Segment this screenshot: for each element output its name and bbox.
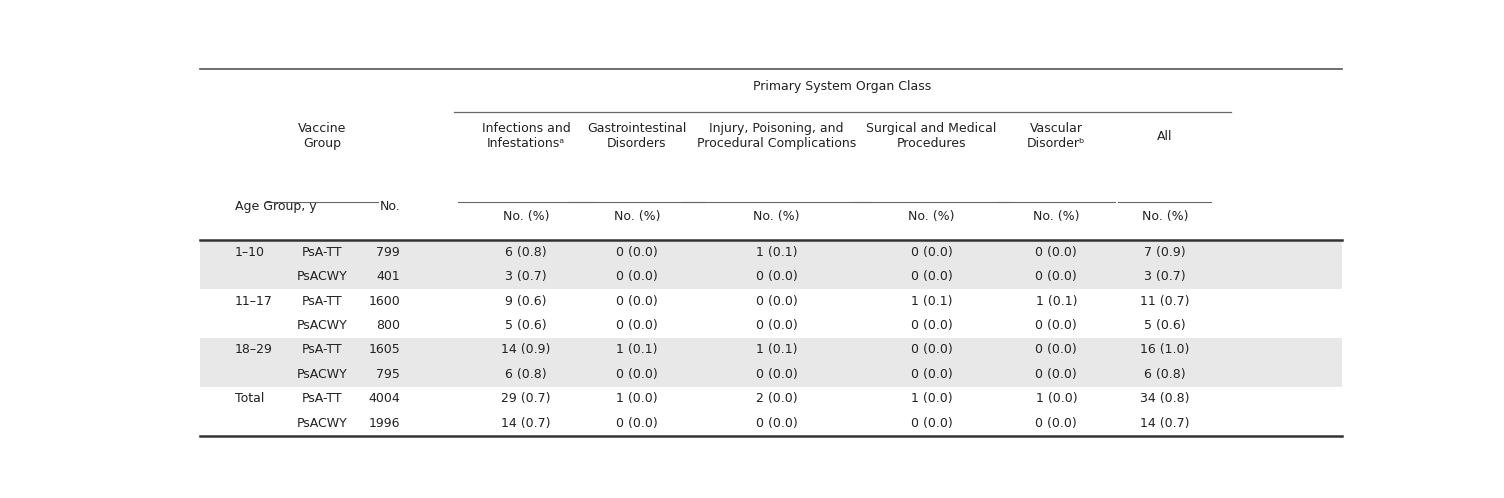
Bar xyxy=(200,240,1342,264)
Text: PsA-TT: PsA-TT xyxy=(302,392,343,405)
Text: 0 (0.0): 0 (0.0) xyxy=(1035,270,1077,283)
Text: 3 (0.7): 3 (0.7) xyxy=(1145,270,1185,283)
Text: 1 (0.1): 1 (0.1) xyxy=(1036,295,1077,308)
Text: 1 (0.1): 1 (0.1) xyxy=(911,295,952,308)
Text: PsACWY: PsACWY xyxy=(296,319,347,332)
Text: 1996: 1996 xyxy=(368,417,400,430)
Text: Injury, Poisoning, and
Procedural Complications: Injury, Poisoning, and Procedural Compli… xyxy=(696,123,856,150)
Text: 16 (1.0): 16 (1.0) xyxy=(1140,344,1190,357)
Text: Surgical and Medical
Procedures: Surgical and Medical Procedures xyxy=(866,123,997,150)
Text: 0 (0.0): 0 (0.0) xyxy=(755,417,797,430)
Text: 14 (0.9): 14 (0.9) xyxy=(501,344,550,357)
Text: PsACWY: PsACWY xyxy=(296,270,347,283)
Text: PsA-TT: PsA-TT xyxy=(302,344,343,357)
Text: 0 (0.0): 0 (0.0) xyxy=(755,368,797,381)
Text: PsACWY: PsACWY xyxy=(296,368,347,381)
Text: All: All xyxy=(1157,130,1173,143)
Text: 11 (0.7): 11 (0.7) xyxy=(1140,295,1190,308)
Text: 0 (0.0): 0 (0.0) xyxy=(1035,319,1077,332)
Text: 4004: 4004 xyxy=(368,392,400,405)
Text: 1 (0.1): 1 (0.1) xyxy=(617,344,657,357)
Text: 795: 795 xyxy=(376,368,400,381)
Text: Total: Total xyxy=(235,392,265,405)
Text: 2 (0.0): 2 (0.0) xyxy=(757,392,797,405)
Text: Primary System Organ Class: Primary System Organ Class xyxy=(754,80,931,93)
Text: 0 (0.0): 0 (0.0) xyxy=(911,270,952,283)
Text: PsA-TT: PsA-TT xyxy=(302,295,343,308)
Text: 3 (0.7): 3 (0.7) xyxy=(505,270,547,283)
Text: No. (%): No. (%) xyxy=(502,211,549,224)
Text: 6 (0.8): 6 (0.8) xyxy=(505,246,547,258)
Text: Age Group, y: Age Group, y xyxy=(235,200,316,213)
Bar xyxy=(200,264,1342,289)
Text: Vascular
Disorderᵇ: Vascular Disorderᵇ xyxy=(1027,123,1086,150)
Text: 1605: 1605 xyxy=(368,344,400,357)
Text: 11–17: 11–17 xyxy=(235,295,272,308)
Text: 0 (0.0): 0 (0.0) xyxy=(615,295,657,308)
Text: 0 (0.0): 0 (0.0) xyxy=(1035,417,1077,430)
Bar xyxy=(200,362,1342,386)
Text: 0 (0.0): 0 (0.0) xyxy=(615,417,657,430)
Text: 0 (0.0): 0 (0.0) xyxy=(755,319,797,332)
Text: 0 (0.0): 0 (0.0) xyxy=(911,246,952,258)
Text: 14 (0.7): 14 (0.7) xyxy=(501,417,550,430)
Text: 0 (0.0): 0 (0.0) xyxy=(911,319,952,332)
Text: No. (%): No. (%) xyxy=(908,211,955,224)
Text: 5 (0.6): 5 (0.6) xyxy=(505,319,547,332)
Text: No. (%): No. (%) xyxy=(1142,211,1188,224)
Text: No. (%): No. (%) xyxy=(754,211,800,224)
Text: No. (%): No. (%) xyxy=(1033,211,1080,224)
Text: 1 (0.1): 1 (0.1) xyxy=(757,246,797,258)
Text: 0 (0.0): 0 (0.0) xyxy=(755,270,797,283)
Text: 14 (0.7): 14 (0.7) xyxy=(1140,417,1190,430)
Text: 0 (0.0): 0 (0.0) xyxy=(1035,344,1077,357)
Text: 18–29: 18–29 xyxy=(235,344,272,357)
Text: Infections and
Infestationsᵃ: Infections and Infestationsᵃ xyxy=(481,123,570,150)
Text: 0 (0.0): 0 (0.0) xyxy=(755,295,797,308)
Bar xyxy=(200,338,1342,362)
Text: PsACWY: PsACWY xyxy=(296,417,347,430)
Text: 799: 799 xyxy=(376,246,400,258)
Text: 6 (0.8): 6 (0.8) xyxy=(1145,368,1185,381)
Text: 6 (0.8): 6 (0.8) xyxy=(505,368,547,381)
Text: 1 (0.0): 1 (0.0) xyxy=(617,392,657,405)
Text: 0 (0.0): 0 (0.0) xyxy=(1035,246,1077,258)
Text: 401: 401 xyxy=(376,270,400,283)
Text: 0 (0.0): 0 (0.0) xyxy=(615,246,657,258)
Text: 0 (0.0): 0 (0.0) xyxy=(615,319,657,332)
Text: 0 (0.0): 0 (0.0) xyxy=(1035,368,1077,381)
Text: 800: 800 xyxy=(376,319,400,332)
Text: 1 (0.0): 1 (0.0) xyxy=(1036,392,1077,405)
Text: 34 (0.8): 34 (0.8) xyxy=(1140,392,1190,405)
Text: 0 (0.0): 0 (0.0) xyxy=(911,368,952,381)
Text: 1 (0.1): 1 (0.1) xyxy=(757,344,797,357)
Text: Gastrointestinal
Disorders: Gastrointestinal Disorders xyxy=(587,123,686,150)
Text: 0 (0.0): 0 (0.0) xyxy=(615,368,657,381)
Text: 29 (0.7): 29 (0.7) xyxy=(501,392,550,405)
Text: 0 (0.0): 0 (0.0) xyxy=(911,417,952,430)
Text: 9 (0.6): 9 (0.6) xyxy=(505,295,547,308)
Text: No.: No. xyxy=(379,200,400,213)
Text: 1–10: 1–10 xyxy=(235,246,265,258)
Text: 1600: 1600 xyxy=(368,295,400,308)
Text: Vaccine
Group: Vaccine Group xyxy=(298,123,346,150)
Text: 7 (0.9): 7 (0.9) xyxy=(1145,246,1185,258)
Text: No. (%): No. (%) xyxy=(614,211,660,224)
Text: 0 (0.0): 0 (0.0) xyxy=(615,270,657,283)
Text: PsA-TT: PsA-TT xyxy=(302,246,343,258)
Text: 5 (0.6): 5 (0.6) xyxy=(1145,319,1185,332)
Text: 1 (0.0): 1 (0.0) xyxy=(911,392,952,405)
Text: 0 (0.0): 0 (0.0) xyxy=(911,344,952,357)
